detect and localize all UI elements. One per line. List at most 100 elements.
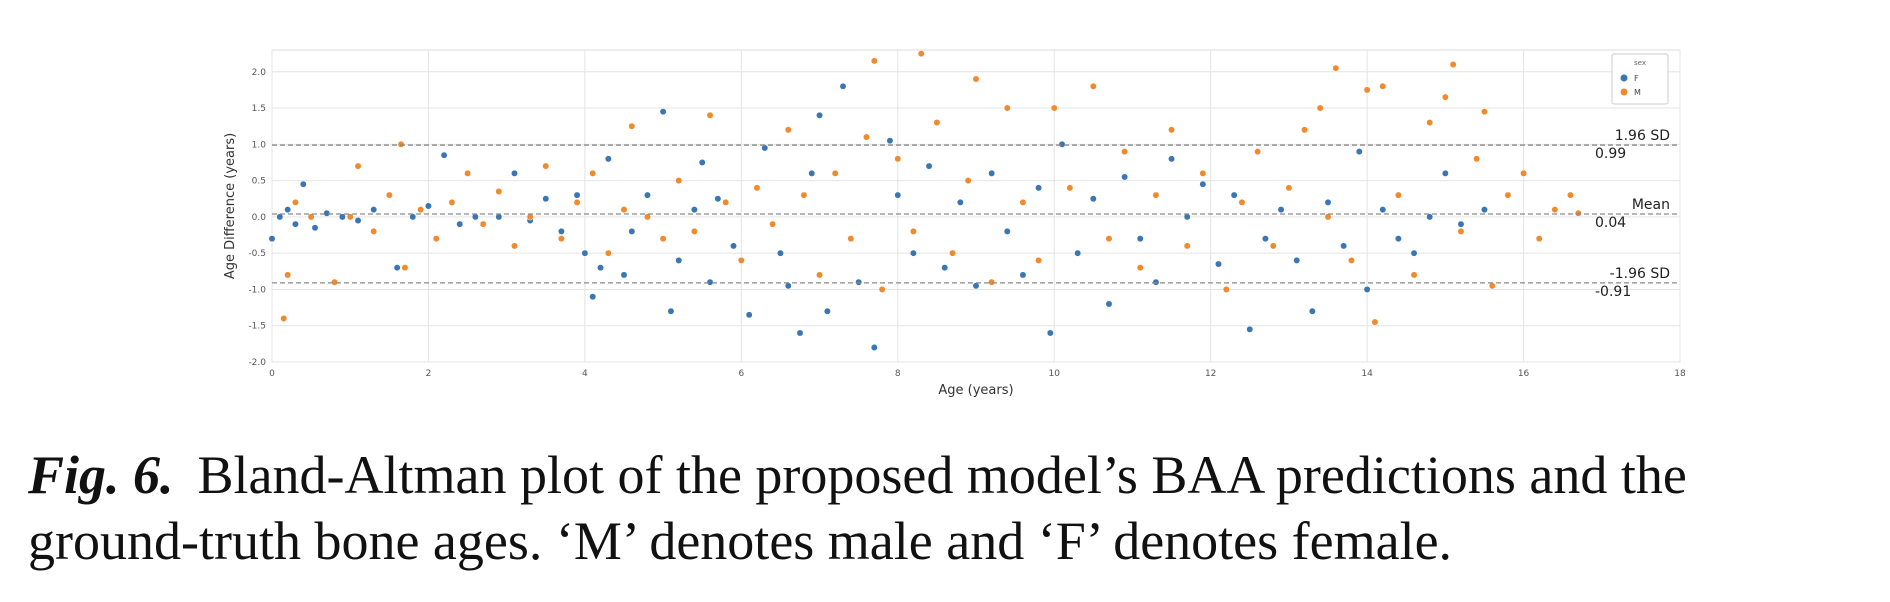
scatter-point-f [620, 271, 628, 279]
scatter-point-m [354, 162, 362, 170]
scatter-point-f [839, 82, 847, 90]
scatter-point-m [1426, 119, 1434, 127]
scatter-point-m [1066, 184, 1074, 192]
scatter-point-m [307, 213, 315, 221]
scatter-point-f [1355, 148, 1363, 156]
scatter-point-m [1136, 264, 1144, 272]
scatter-point-m [511, 242, 518, 250]
x-tick-label: 6 [738, 369, 744, 379]
scatter-point-f [354, 217, 362, 224]
x-tick-label: 4 [582, 369, 588, 379]
scatter-point-f [675, 256, 683, 264]
scatter-point-m [1410, 271, 1418, 279]
scatter-point-f [299, 180, 307, 188]
scatter-point-f [1426, 213, 1434, 221]
scatter-point-f [557, 227, 565, 235]
scatter-point-f [573, 191, 581, 199]
scatter-point-m [1457, 227, 1465, 235]
scatter-point-f [776, 249, 784, 257]
scatter-point-f [581, 249, 589, 257]
scatter-point-m [1003, 104, 1011, 112]
scatter-point-f [1246, 325, 1254, 333]
scatter-point-f [1199, 180, 1207, 188]
scatter-point-m [557, 235, 565, 243]
scatter-point-f [706, 278, 714, 286]
scatter-point-m [831, 169, 839, 177]
scatter-point-m [292, 198, 299, 206]
scatter-point-m [659, 235, 667, 243]
scatter-point-m [784, 126, 792, 134]
scatter-point-f [855, 278, 863, 286]
scatter-point-m [847, 235, 855, 243]
y-tick-label: 2.0 [252, 68, 267, 78]
scatter-point-m [1316, 104, 1324, 112]
scatter-point-m [690, 227, 698, 235]
scatter-point-m [800, 191, 808, 199]
scatter-point-f [988, 169, 996, 177]
scatter-point-f [409, 213, 417, 221]
scatter-point-m [1520, 169, 1528, 177]
scatter-point-m [331, 278, 339, 286]
scatter-point-m [878, 285, 886, 293]
scatter-point-f [424, 202, 432, 210]
scatter-point-f [894, 191, 902, 199]
y-tick-label: 0.0 [252, 213, 267, 223]
scatter-point-m [1269, 242, 1277, 250]
scatter-point-m [620, 206, 628, 214]
scatter-point-m [1301, 126, 1308, 134]
scatter-point-f [284, 206, 292, 214]
scatter-point-f [909, 249, 917, 257]
scatter-point-m [909, 227, 917, 235]
scatter-point-m [870, 57, 878, 65]
y-tick-label: -2.0 [248, 358, 266, 368]
scatter-point-m [1183, 242, 1191, 250]
scatter-point-f [471, 213, 479, 221]
y-axis-label: Age Difference (years) [223, 133, 238, 279]
scatter-point-f [323, 209, 331, 217]
figure-caption: Fig. 6. Bland-Altman plot of the proposed… [28, 442, 1868, 574]
scatter-point-m [737, 256, 745, 264]
scatter-point-f [1152, 278, 1160, 286]
bland-altman-chart: 0 2 4 6 8 10 12 14 16 18 -2.0 -1.5 -1.0 -0.5 0.0 0.5 1.0… [223, 49, 1686, 398]
scatter-point-f [604, 155, 612, 163]
scatter-point-f [1046, 329, 1054, 337]
scatter-point-m [675, 177, 683, 185]
scatter-point-f [495, 213, 503, 221]
scatter-point-m [1371, 318, 1379, 326]
scatter-point-m [1168, 126, 1176, 134]
scatter-point-m [432, 235, 440, 243]
scatter-point-f [292, 220, 299, 228]
y-tick-label: -1.5 [248, 322, 266, 332]
reference-line-label: -1.96 SD [1610, 266, 1670, 282]
scatter-point-m [917, 50, 925, 58]
scatter-point-f [1121, 173, 1129, 181]
scatter-point-f [1308, 307, 1316, 315]
scatter-point-f [393, 264, 401, 272]
scatter-point-m [397, 140, 405, 148]
scatter-point-m [417, 206, 425, 214]
scatter-point-f [597, 264, 604, 272]
scatter-point-f [511, 169, 518, 177]
y-tick-label: 1.0 [252, 140, 267, 150]
scatter-point-m [542, 162, 550, 170]
reference-line-value: -0.91 [1595, 284, 1631, 300]
scatter-point-f [1035, 184, 1043, 192]
scatter-point-f [956, 198, 964, 206]
scatter-point-f [1394, 235, 1402, 243]
x-tick-label: 10 [1048, 369, 1060, 379]
scatter-point-m [1363, 86, 1371, 94]
scatter-point-m [370, 227, 378, 235]
scatter-point-m [1348, 256, 1355, 264]
scatter-point-f [1457, 220, 1465, 228]
scatter-point-f [1363, 285, 1371, 293]
scatter-point-f [1019, 271, 1027, 279]
legend-label-m: M [1634, 88, 1641, 97]
scatter-point-f [925, 162, 933, 170]
scatter-point-f [1261, 235, 1269, 243]
scatter-point-f [823, 307, 831, 315]
scatter-point-f [745, 311, 753, 319]
scatter-point-m [573, 198, 581, 206]
x-axis-label: Age (years) [938, 383, 1013, 398]
scatter-point-m [464, 169, 472, 177]
scatter-point-m [1332, 64, 1340, 72]
